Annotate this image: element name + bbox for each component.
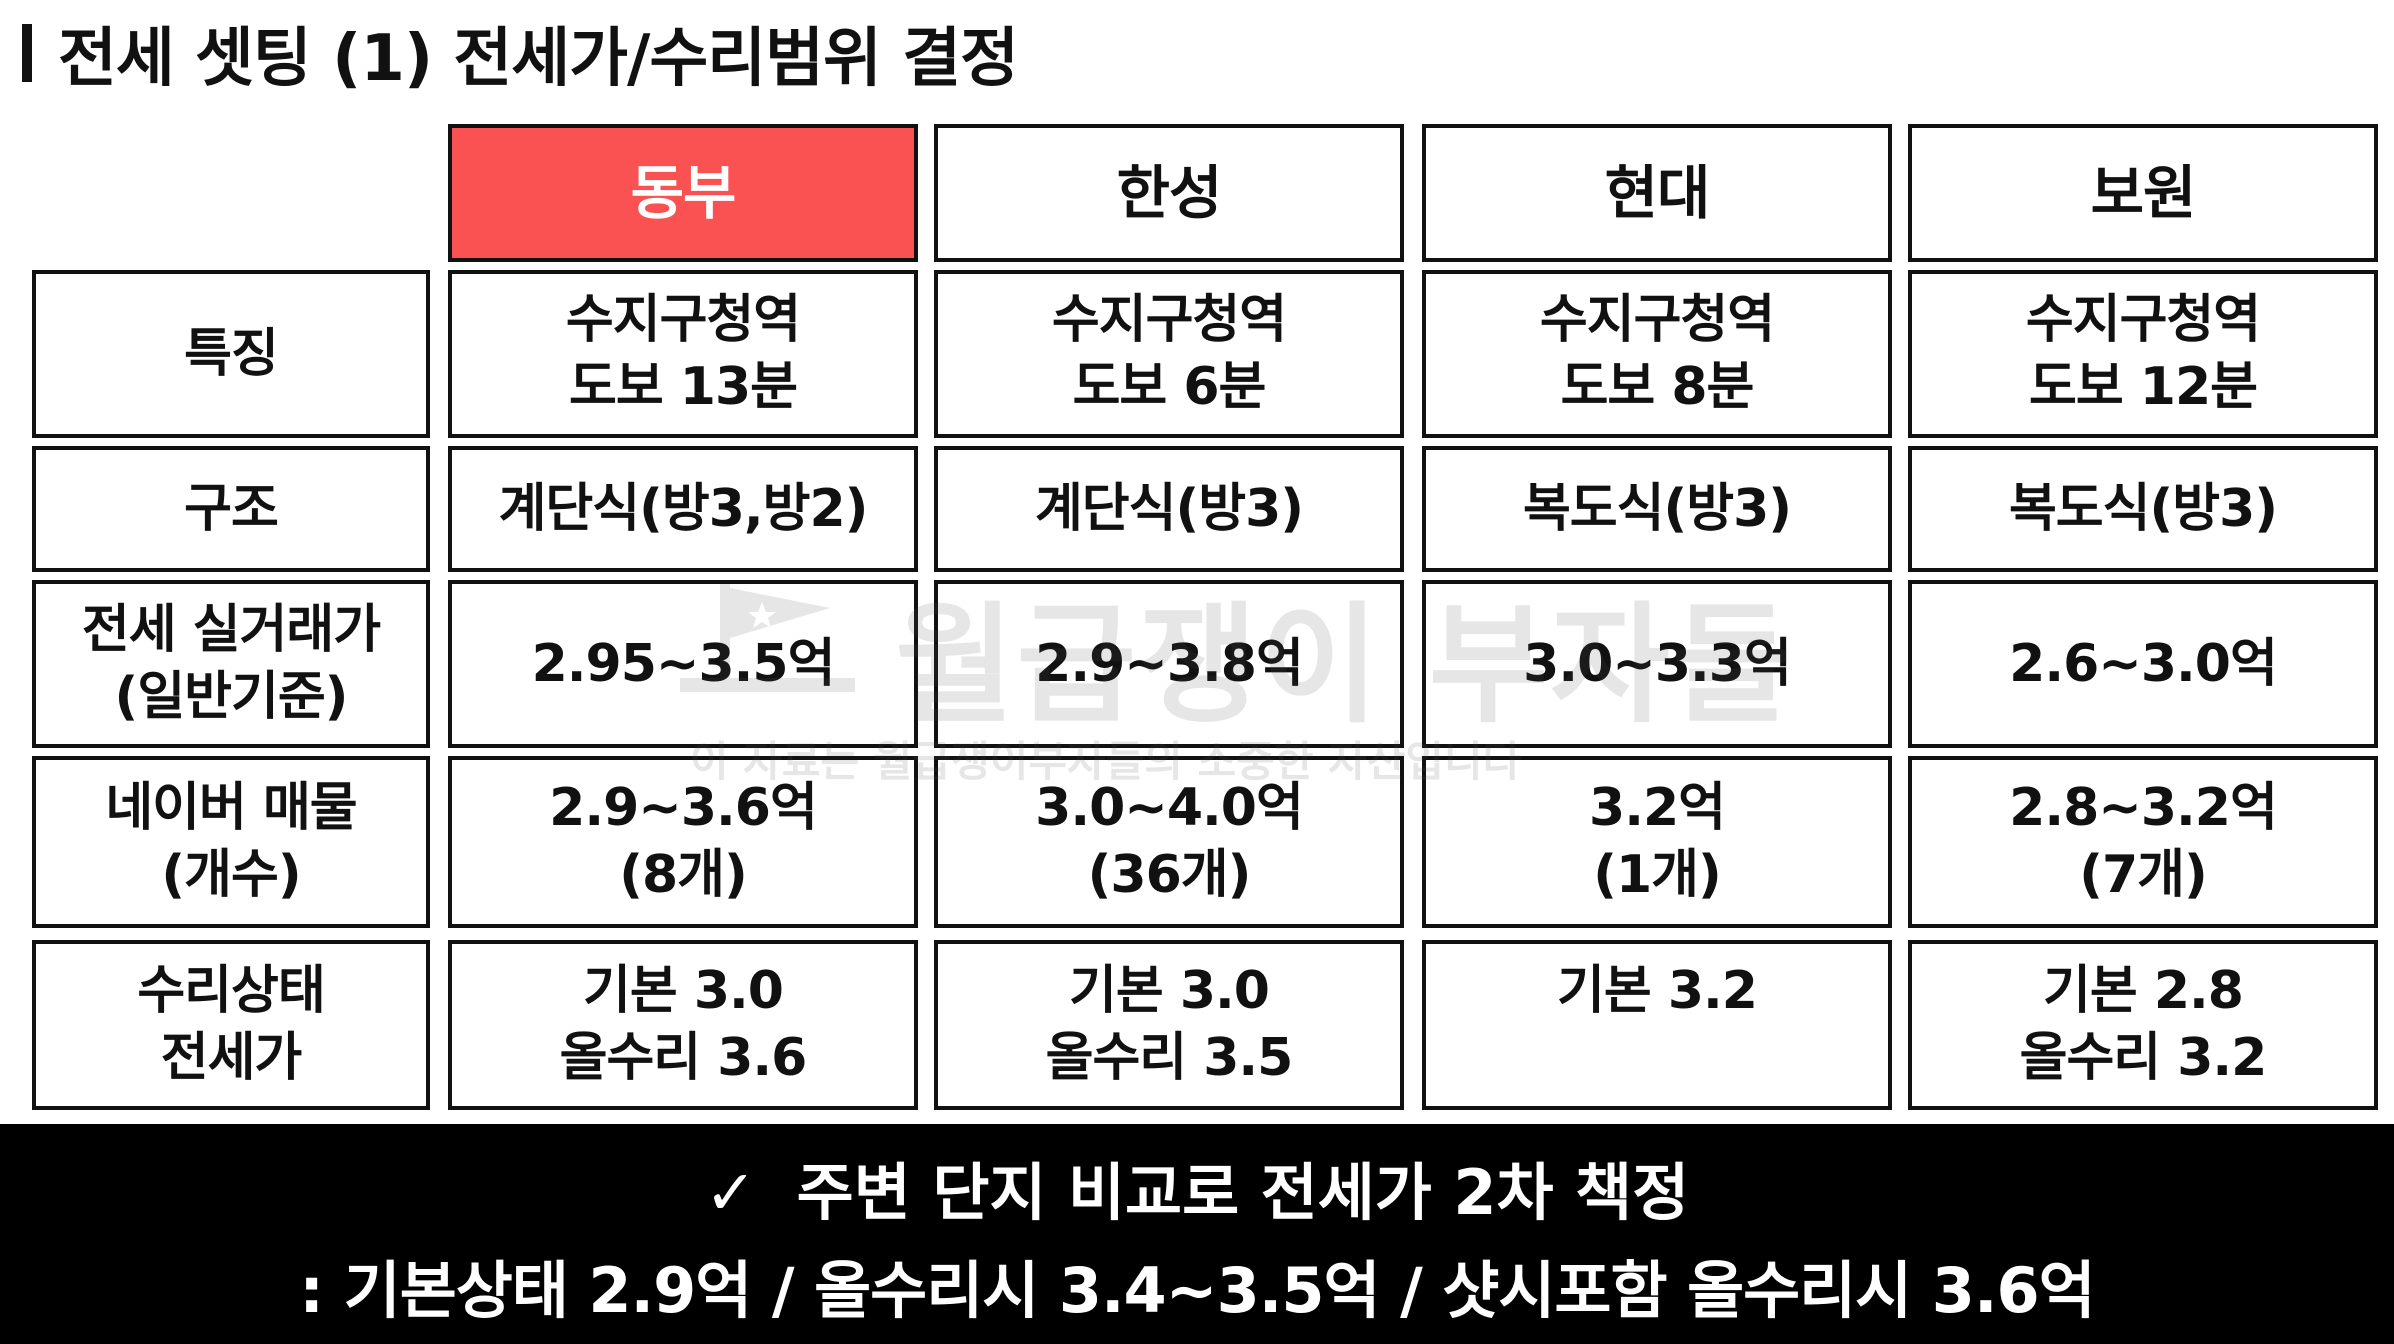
table-cell: 3.0~4.0억 (36개) [934,756,1404,928]
cell-line: 수지구청역 [565,290,801,351]
cell-line: 도보 13분 [569,357,798,417]
cell-line: 복도식(방3) [2008,478,2278,539]
row-label: 특징 [32,270,430,438]
cell-line: 도보 12분 [2029,357,2258,417]
cell-line: 계단식(방3) [1034,478,1304,539]
column-header: 한성 [934,124,1404,262]
table-cell: 기본 3.0 올수리 3.5 [934,940,1404,1110]
table-cell: 기본 3.2 [1422,940,1892,1110]
row-label-line: 수리상태 [137,961,325,1022]
table-cell: 2.6~3.0억 [1908,580,2378,748]
table-cell: 복도식(방3) [1908,446,2378,572]
cell-line: (8개) [619,845,748,905]
cell-line: 복도식(방3) [1522,478,1792,539]
table-cell: 복도식(방3) [1422,446,1892,572]
cell-line: 도보 8분 [1560,357,1755,417]
cell-line: 수지구청역 [2025,290,2261,351]
page-title: 전세 셋팅 (1) 전세가/수리범위 결정 [22,8,1019,98]
cell-line: 기본 3.0 [1069,961,1270,1022]
row-label: 네이버 매물 (개수) [32,756,430,928]
table-cell: 2.8~3.2억 (7개) [1908,756,2378,928]
cell-line: 올수리 3.5 [1045,1028,1294,1088]
cell-line: 2.6~3.0억 [2009,633,2278,694]
cell-line: 기본 3.0 [583,961,784,1022]
column-header: 보원 [1908,124,2378,262]
table-cell: 계단식(방3) [934,446,1404,572]
row-label-line: 네이버 매물 [105,778,357,839]
row-label-line: 전세가 [160,1028,303,1088]
cell-line: 2.8~3.2억 [2009,778,2278,839]
summary-footer: ✓ 주변 단지 비교로 전세가 2차 책정 : 기본상태 2.9억 / 올수리시 … [0,1124,2394,1344]
cell-line: 2.9~3.8억 [1035,633,1304,694]
row-label: 구조 [32,446,430,572]
table-cell: 수지구청역 도보 13분 [448,270,918,438]
table-cell: 수지구청역 도보 8분 [1422,270,1892,438]
table-cell: 2.95~3.5억 [448,580,918,748]
row-label-line: 전세 실거래가 [81,600,381,661]
cell-line: 올수리 3.2 [2019,1028,2268,1088]
title-bar-marker [22,24,32,82]
page-title-text: 전세 셋팅 (1) 전세가/수리범위 결정 [58,22,1019,96]
cell-line: (36개) [1087,845,1252,905]
table-cell: 기본 3.0 올수리 3.6 [448,940,918,1110]
summary-line-1: ✓ 주변 단지 비교로 전세가 2차 책정 [0,1142,2394,1232]
table-cell: 3.2억 (1개) [1422,756,1892,928]
cell-line: 올수리 3.6 [559,1028,808,1088]
row-label: 전세 실거래가 (일반기준) [32,580,430,748]
summary-line-1-text: 주변 단지 비교로 전세가 2차 책정 [796,1156,1690,1229]
cell-line: 기본 3.2 [1557,961,1758,1021]
table-cell: 수지구청역 도보 12분 [1908,270,2378,438]
cell-line: 3.2억 [1589,778,1726,839]
cell-line: (1개) [1593,845,1722,905]
column-header: 동부 [448,124,918,262]
cell-line: 2.9~3.6억 [549,778,818,839]
table-cell: 2.9~3.6억 (8개) [448,756,918,928]
cell-line: 계단식(방3,방2) [498,478,869,539]
cell-line: 기본 2.8 [2043,961,2244,1022]
row-label: 수리상태 전세가 [32,940,430,1110]
row-label-line: (일반기준) [114,667,349,727]
cell-line: 도보 6분 [1072,357,1267,417]
table-cell: 계단식(방3,방2) [448,446,918,572]
table-cell: 수지구청역 도보 6분 [934,270,1404,438]
column-header: 현대 [1422,124,1892,262]
row-label-line: 특징 [184,323,279,384]
table-cell: 2.9~3.8억 [934,580,1404,748]
cell-line: 2.95~3.5억 [531,633,836,694]
summary-line-2: : 기본상태 2.9억 / 올수리시 3.4~3.5억 / 샷시포함 올수리시 … [299,1254,2095,1327]
cell-line: 수지구청역 [1539,290,1775,351]
cell-line: 3.0~3.3억 [1523,633,1792,694]
table-cell: 기본 2.8 올수리 3.2 [1908,940,2378,1110]
cell-line: 3.0~4.0억 [1035,778,1304,839]
table-cell: 3.0~3.3억 [1422,580,1892,748]
cell-line: 수지구청역 [1051,290,1287,351]
check-icon: ✓ [704,1156,757,1229]
row-label-line: (개수) [161,845,301,905]
row-label-line: 구조 [184,478,279,539]
cell-line: (7개) [2079,845,2208,905]
